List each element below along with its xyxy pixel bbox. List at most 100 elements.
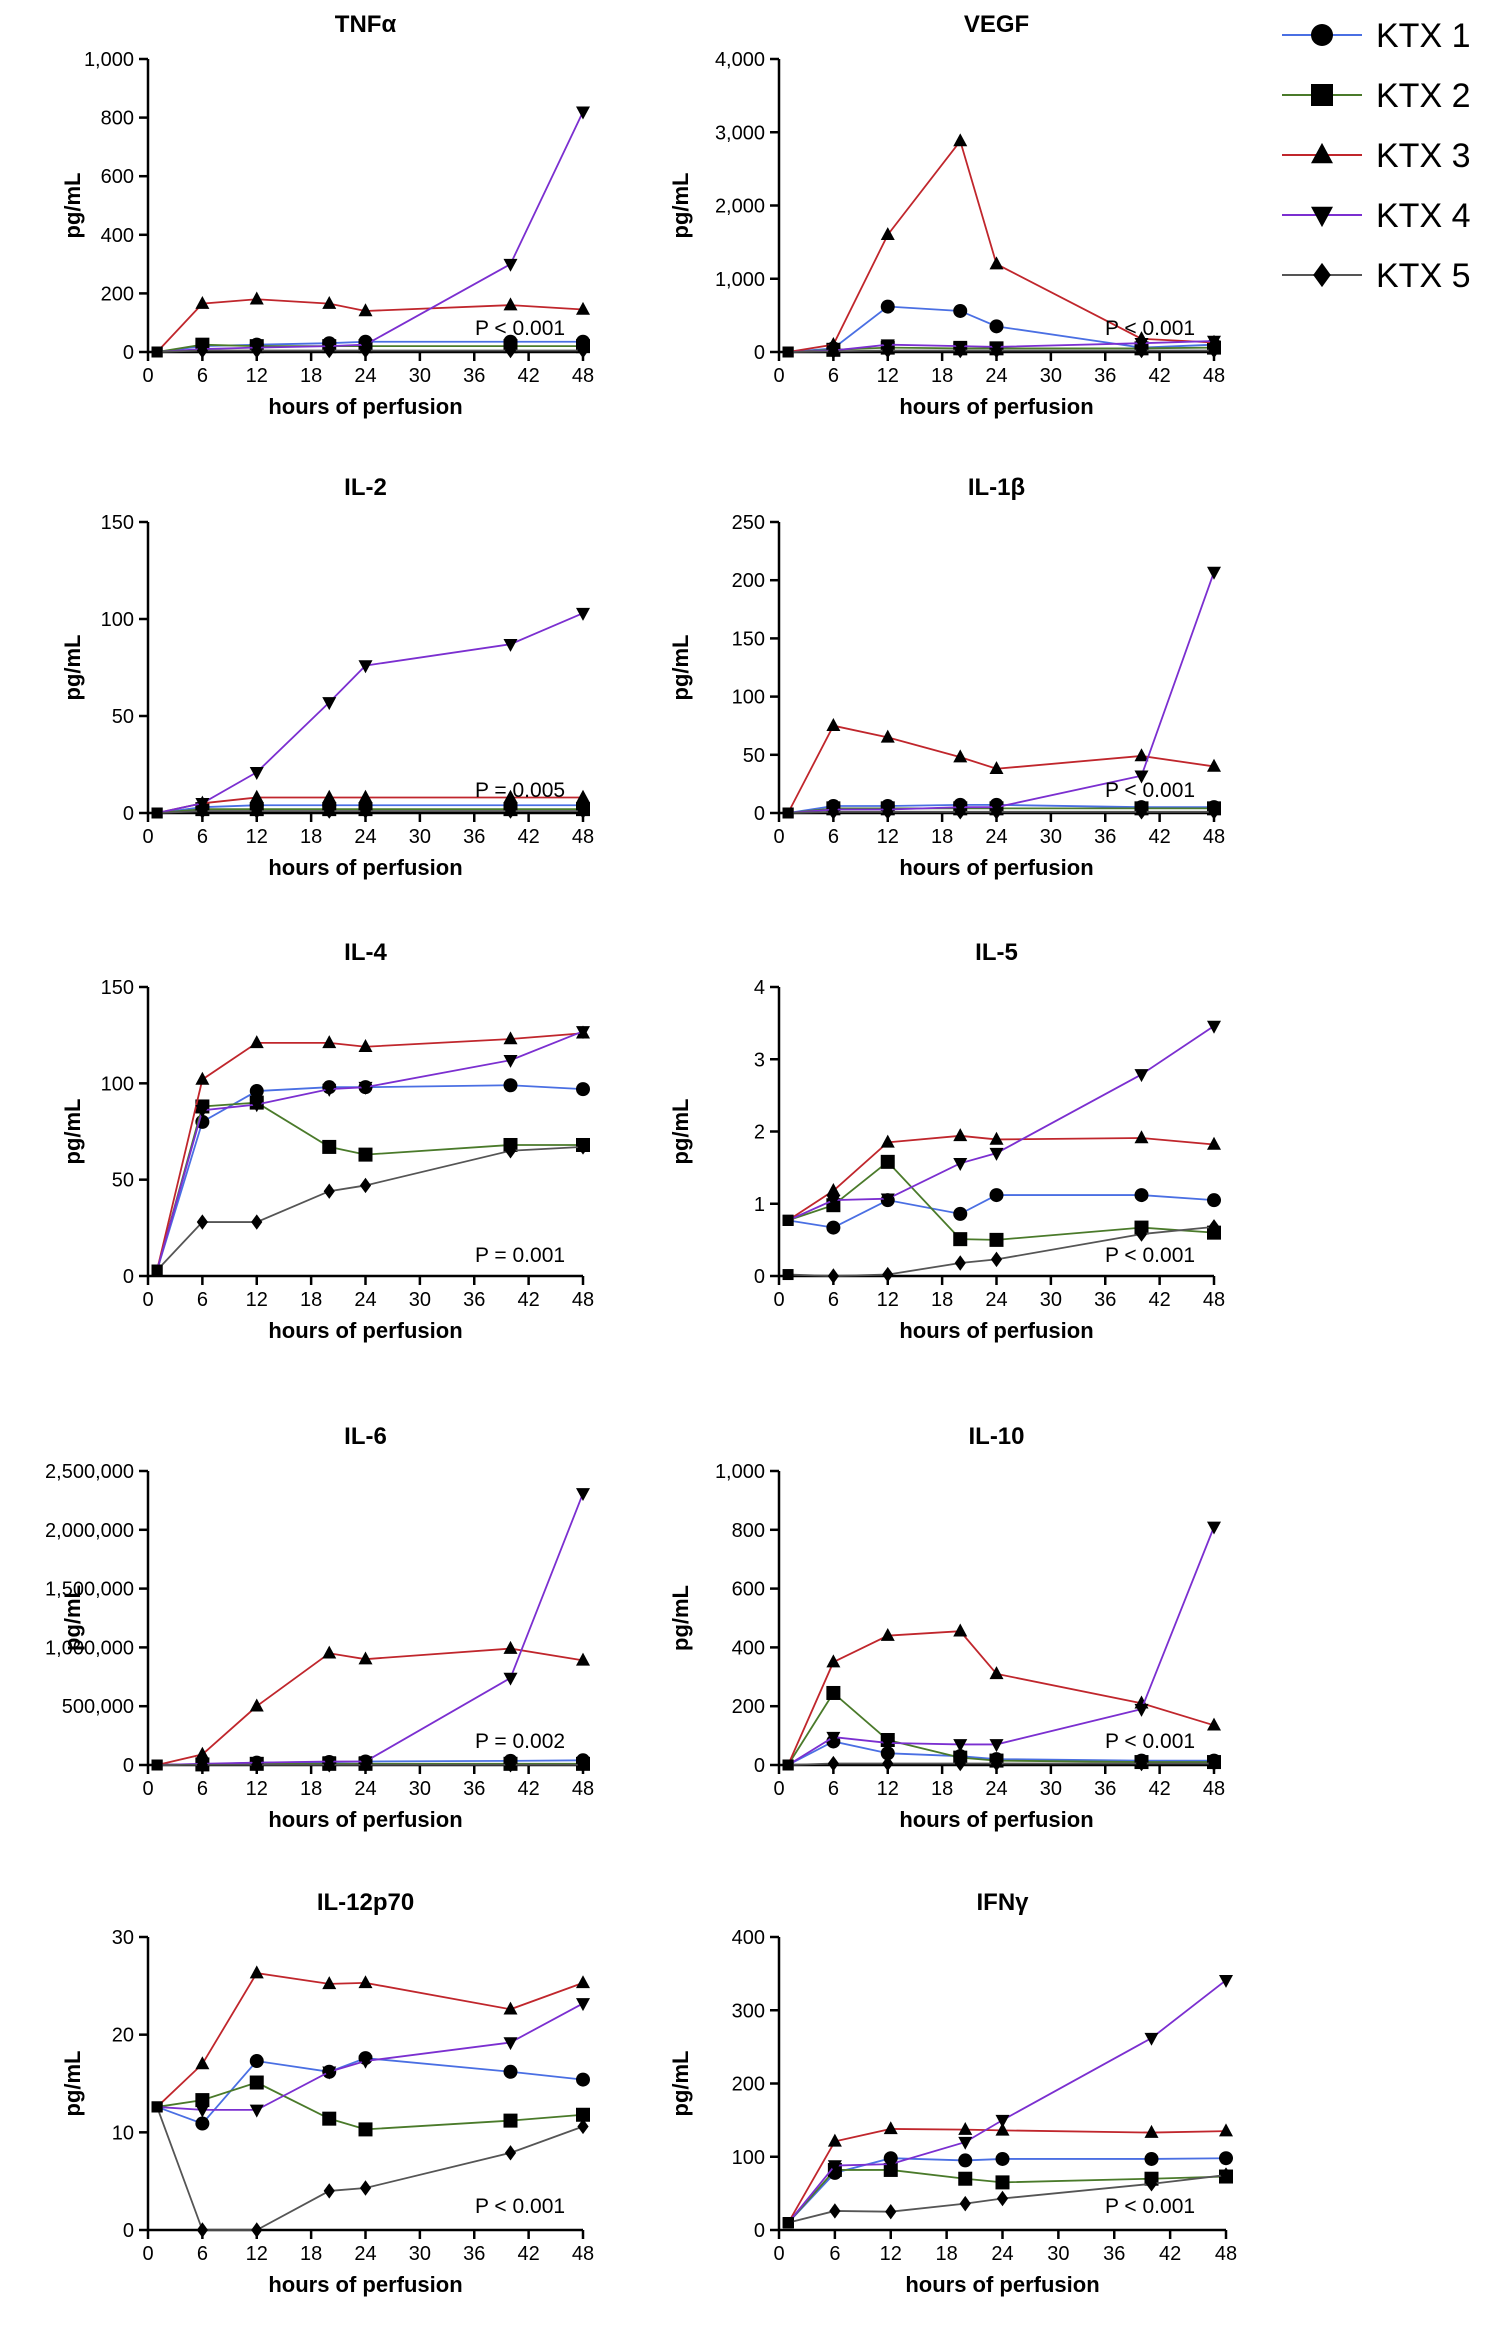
data-point <box>503 2064 518 2079</box>
data-point <box>151 2101 163 2113</box>
series-line <box>156 1084 584 1271</box>
data-point <box>249 1698 264 1712</box>
data-point <box>322 2111 337 2126</box>
y-axis-label: pg/mL <box>60 635 85 701</box>
x-axis-label: hours of perfusion <box>899 1318 1093 1343</box>
y-tick-label: 1,000 <box>715 269 765 291</box>
chart-title: IL-10 <box>968 1423 1024 1450</box>
x-axis-label: hours of perfusion <box>899 1807 1093 1832</box>
x-tick-label: 30 <box>1040 826 1062 848</box>
legend-item-ktx-1: KTX 1 <box>1282 17 1470 55</box>
data-point <box>503 297 518 311</box>
y-tick-label: 2,500,000 <box>45 1461 134 1483</box>
x-tick-label: 36 <box>1094 1289 1116 1311</box>
chart-panel-tnfalpha: TNFα 0 200 400 600 800 1,000 0 6 12 18 24 30 36 42 48 ho… <box>60 11 594 419</box>
data-point <box>953 1128 968 1142</box>
data-point <box>358 1081 373 1095</box>
y-tick-label: 3,000 <box>715 122 765 144</box>
x-tick-label: 42 <box>518 1778 540 1800</box>
series-ktx-4 <box>151 1998 590 2118</box>
data-point <box>989 1739 1004 1753</box>
data-point <box>576 1026 590 1040</box>
series-ktx-5 <box>151 342 589 359</box>
x-tick-label: 24 <box>354 1778 376 1800</box>
legend-item-ktx-5: KTX 5 <box>1282 257 1470 295</box>
data-point <box>503 1031 518 1045</box>
y-tick-label: 1,000,000 <box>45 1637 134 1659</box>
x-axis-label: hours of perfusion <box>268 1318 462 1343</box>
x-tick-label: 48 <box>572 826 594 848</box>
x-tick-label: 12 <box>880 2243 902 2265</box>
series-ktx-5 <box>151 2101 589 2238</box>
x-tick-label: 36 <box>463 1289 485 1311</box>
data-point <box>880 299 895 314</box>
x-tick-label: 0 <box>142 826 153 848</box>
legend-label: KTX 4 <box>1376 197 1470 235</box>
data-point <box>503 789 518 803</box>
y-tick-label: 100 <box>732 687 765 709</box>
x-tick-label: 6 <box>197 2243 208 2265</box>
data-point <box>195 2093 210 2108</box>
data-point <box>576 2072 590 2087</box>
x-tick-label: 36 <box>463 365 485 387</box>
data-point <box>503 2037 518 2051</box>
data-point <box>826 1194 841 1208</box>
x-tick-label: 12 <box>877 365 899 387</box>
data-point <box>359 342 372 359</box>
y-tick-label: 250 <box>732 512 765 534</box>
data-point <box>989 1666 1004 1680</box>
p-value-label: P = 0.002 <box>475 1730 565 1753</box>
data-point <box>954 804 966 820</box>
data-point <box>322 1139 337 1154</box>
data-point <box>827 1755 839 1772</box>
data-point <box>954 1755 966 1772</box>
data-point <box>576 2107 590 2122</box>
data-point <box>503 638 518 652</box>
data-point <box>953 1623 968 1637</box>
data-point <box>195 1105 210 1119</box>
legend-marker <box>1313 262 1331 288</box>
data-point <box>782 1269 794 1281</box>
x-tick-label: 18 <box>300 826 322 848</box>
data-point <box>1207 758 1221 772</box>
data-point <box>954 342 966 359</box>
data-point <box>577 1757 589 1773</box>
x-tick-label: 36 <box>463 826 485 848</box>
x-tick-label: 12 <box>246 826 268 848</box>
y-tick-label: 0 <box>123 342 134 364</box>
y-tick-label: 150 <box>101 977 134 999</box>
data-point <box>1219 2151 1233 2166</box>
data-point <box>576 1998 590 2012</box>
data-point <box>151 1759 163 1771</box>
x-tick-label: 48 <box>1203 1289 1225 1311</box>
x-tick-label: 48 <box>1203 1778 1225 1800</box>
y-tick-label: 800 <box>101 108 134 130</box>
data-point <box>358 789 373 803</box>
data-point <box>322 295 337 309</box>
chart-panel-il-2: IL-2 0 50 100 150 0 6 12 18 24 30 36 42 48 hours of pe… <box>60 474 594 880</box>
data-point <box>504 1757 517 1773</box>
x-tick-label: 24 <box>985 1778 1007 1800</box>
x-tick-label: 48 <box>572 1289 594 1311</box>
p-value-label: P = 0.001 <box>475 1244 565 1267</box>
series-ktx-3 <box>151 1965 590 2113</box>
data-point <box>989 256 1004 270</box>
chart-title: IL-4 <box>344 939 387 966</box>
data-point <box>827 1268 839 1284</box>
data-point <box>1145 2176 1158 2192</box>
chart-panel-il-1beta: IL-1β 0 50 100 150 200 250 0 6 12 18 24 30 36 42 48 hour… <box>668 474 1225 880</box>
x-tick-label: 18 <box>931 1289 953 1311</box>
x-tick-label: 18 <box>931 365 953 387</box>
data-point <box>880 1134 895 1148</box>
x-tick-label: 48 <box>1203 826 1225 848</box>
x-tick-label: 6 <box>828 1289 839 1311</box>
data-point <box>826 1654 841 1668</box>
y-axis-label: pg/mL <box>668 1099 693 1165</box>
x-axis-label: hours of perfusion <box>268 855 462 880</box>
data-point <box>249 1084 264 1099</box>
x-tick-label: 18 <box>936 2243 958 2265</box>
series-ktx-3 <box>782 1128 1221 1226</box>
data-point <box>989 1232 1004 1247</box>
chart-title: TNFα <box>335 11 397 38</box>
data-point <box>196 342 208 359</box>
